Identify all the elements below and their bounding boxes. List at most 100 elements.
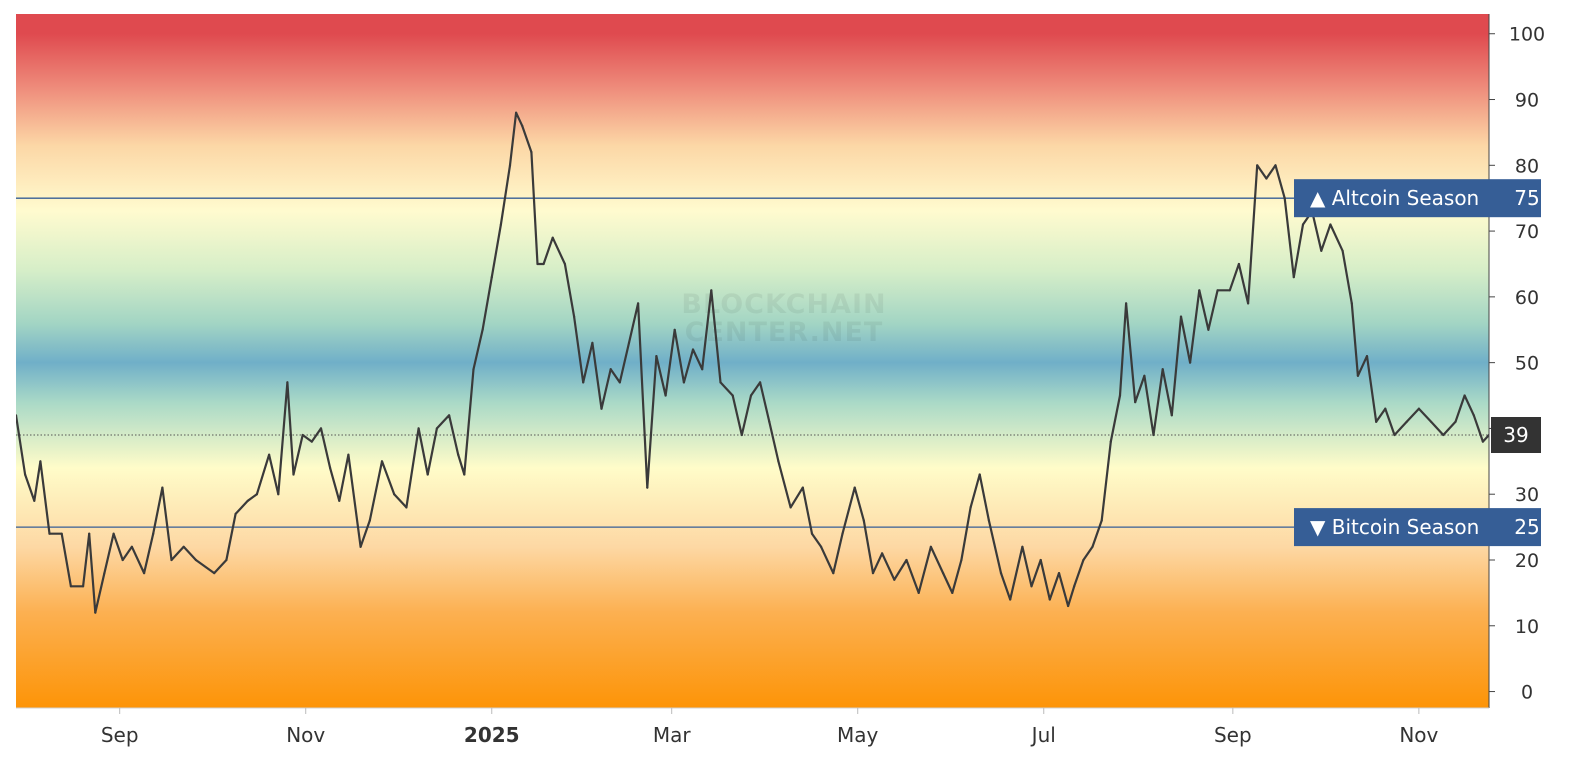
- data-point: [234, 512, 237, 516]
- data-point: [841, 532, 844, 535]
- data-point: [768, 420, 771, 423]
- x-tick-label: Nov: [286, 723, 325, 747]
- data-point: [929, 545, 933, 548]
- data-point: [618, 381, 621, 384]
- data-point: [405, 506, 408, 509]
- data-point: [1179, 315, 1183, 318]
- data-point: [380, 460, 384, 463]
- data-point: [1375, 420, 1378, 423]
- data-point: [810, 532, 814, 535]
- data-point: [789, 506, 792, 509]
- data-point: [292, 473, 295, 476]
- data-point: [1109, 440, 1112, 443]
- data-point: [1118, 394, 1122, 397]
- data-point: [719, 381, 722, 384]
- data-point: [1189, 361, 1192, 364]
- data-point: [213, 572, 216, 575]
- threshold-labels: ▲ Altcoin Season 75 ▼ Bitcoin Season 25: [1294, 179, 1541, 547]
- y-axis-ticks: 0102030405060708090100: [1489, 24, 1545, 704]
- data-point: [338, 499, 341, 502]
- data-point: [701, 368, 704, 371]
- data-point: [1481, 440, 1484, 443]
- data-point: [536, 262, 539, 266]
- threshold-label-box: [1294, 508, 1541, 547]
- data-point: [277, 493, 280, 496]
- threshold-label-text: ▼ Bitcoin Season: [1310, 515, 1479, 539]
- data-point: [1216, 289, 1219, 292]
- data-point: [60, 532, 63, 535]
- data-point: [862, 519, 865, 522]
- data-point: [740, 433, 743, 437]
- y-tick-label: 30: [1515, 484, 1539, 506]
- data-point: [820, 545, 823, 548]
- data-point: [1472, 414, 1475, 417]
- y-tick-label: 80: [1515, 155, 1539, 177]
- data-point: [88, 532, 91, 535]
- data-point: [801, 486, 804, 489]
- data-point: [508, 164, 512, 167]
- data-point: [655, 355, 658, 358]
- data-point: [521, 124, 524, 127]
- data-point: [871, 572, 875, 575]
- current-value-box: [1491, 417, 1541, 454]
- data-point: [1021, 545, 1024, 548]
- data-point: [1237, 262, 1240, 266]
- data-point: [1134, 401, 1137, 404]
- data-point: [551, 236, 554, 239]
- data-point: [1405, 420, 1408, 423]
- data-point: [1009, 598, 1012, 601]
- data-point: [1256, 164, 1259, 167]
- data-point: [777, 460, 780, 463]
- x-tick-label: Sep: [1214, 723, 1252, 747]
- x-tick-label: May: [837, 723, 879, 747]
- y-tick-label: 90: [1515, 90, 1539, 112]
- data-point: [646, 486, 649, 489]
- data-point: [682, 381, 686, 384]
- x-tick-label: Nov: [1399, 723, 1438, 747]
- data-point: [1283, 197, 1286, 200]
- data-point: [691, 348, 695, 351]
- series-line: [16, 111, 1489, 614]
- data-point: [1301, 223, 1305, 226]
- data-point: [194, 558, 197, 562]
- data-point: [1384, 407, 1387, 410]
- data-point: [627, 341, 631, 344]
- data-point: [1265, 177, 1268, 180]
- data-point: [1247, 302, 1250, 305]
- y-tick-label: 60: [1515, 287, 1539, 309]
- data-point: [246, 499, 249, 502]
- data-point: [301, 433, 304, 437]
- data-point: [530, 151, 533, 154]
- data-point: [1320, 249, 1323, 252]
- y-tick-label: 0: [1521, 682, 1533, 704]
- data-point: [853, 486, 856, 489]
- data-point: [759, 381, 762, 384]
- data-point: [881, 552, 884, 555]
- data-point: [130, 545, 133, 548]
- data-point: [329, 466, 332, 469]
- data-point: [542, 262, 545, 266]
- data-point: [942, 572, 945, 575]
- data-point: [1125, 302, 1128, 305]
- data-point: [1073, 585, 1076, 588]
- data-point: [1048, 598, 1051, 601]
- data-point: [255, 493, 258, 496]
- data-point: [143, 572, 146, 575]
- data-point: [1057, 572, 1061, 575]
- data-point: [1030, 585, 1033, 588]
- data-point: [731, 394, 734, 397]
- data-point: [1039, 558, 1042, 562]
- data-point: [39, 460, 42, 463]
- data-point: [1442, 433, 1445, 437]
- data-point: [16, 414, 18, 417]
- data-point: [448, 414, 451, 417]
- data-point: [286, 381, 289, 384]
- data-point: [1082, 558, 1085, 562]
- data-point: [1463, 394, 1466, 397]
- data-point: [609, 368, 612, 371]
- data-point: [832, 572, 835, 575]
- data-point: [710, 289, 713, 292]
- data-point: [1430, 420, 1433, 423]
- data-point: [481, 328, 484, 331]
